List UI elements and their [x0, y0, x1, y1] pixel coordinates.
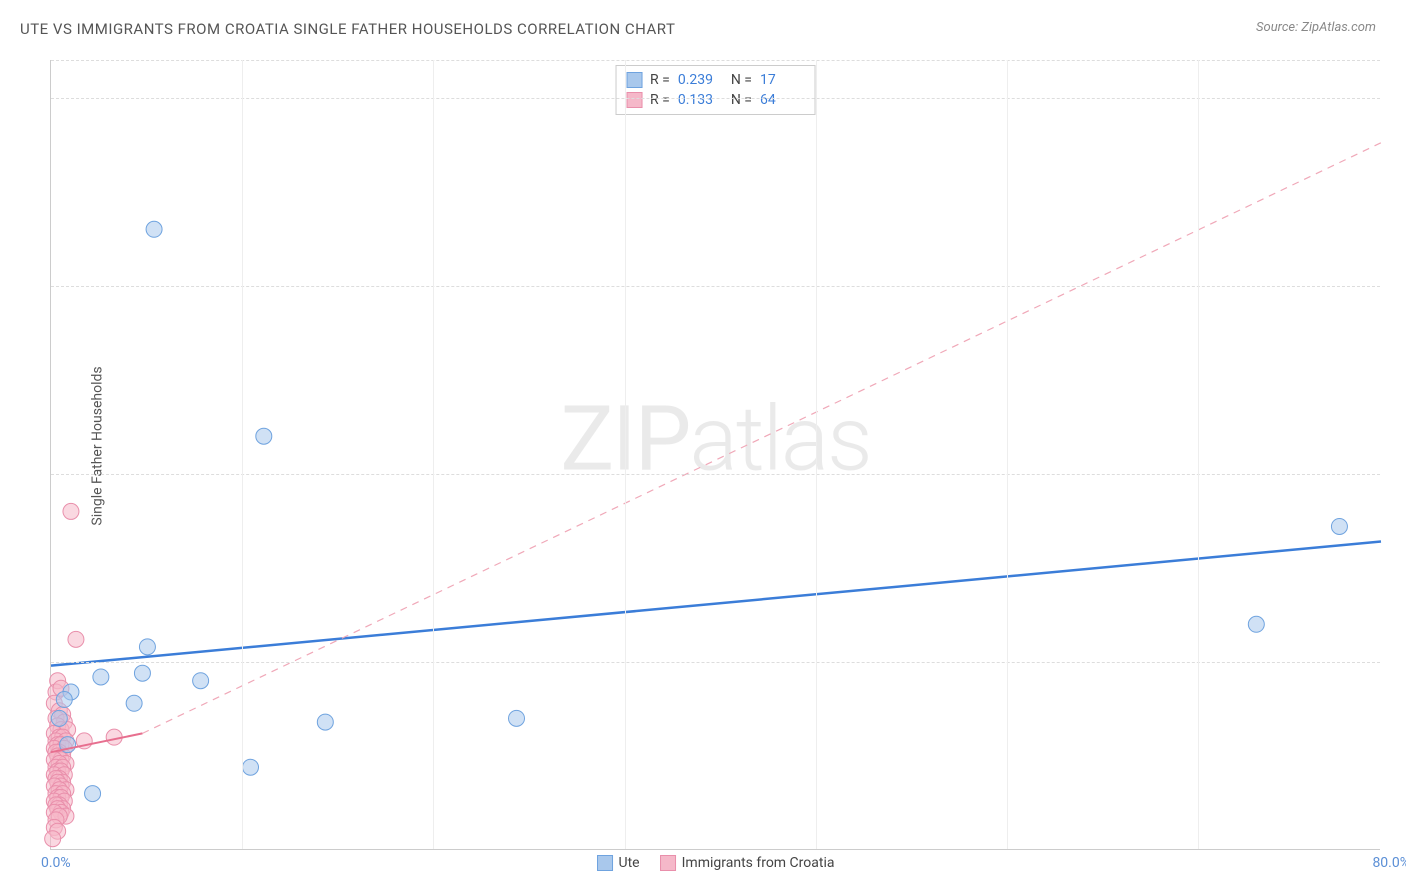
grid-line-v: [242, 60, 243, 849]
legend-row-croatia: R = 0.133 N = 64: [626, 90, 805, 110]
swatch-ute-icon: [597, 855, 613, 871]
grid-line-h: [51, 662, 1380, 663]
plot-area: ZIPatlas R = 0.239 N = 17 R = 0.133 N = …: [50, 60, 1380, 850]
scatter-svg: [51, 60, 1380, 849]
grid-line-v: [625, 60, 626, 849]
r-value-ute: 0.239: [678, 72, 723, 88]
series-legend: Ute Immigrants from Croatia: [597, 855, 835, 871]
n-label: N =: [731, 92, 752, 108]
grid-line-v: [1198, 60, 1199, 849]
swatch-croatia: [626, 92, 642, 108]
r-label: R =: [650, 92, 670, 108]
x-tick-0: 0.0%: [41, 855, 71, 871]
n-label: N =: [731, 72, 752, 88]
legend-row-ute: R = 0.239 N = 17: [626, 70, 805, 90]
grid-line-h: [51, 60, 1380, 61]
legend-item-ute: Ute: [597, 855, 640, 871]
swatch-croatia-icon: [660, 855, 676, 871]
correlation-legend: R = 0.239 N = 17 R = 0.133 N = 64: [615, 65, 816, 115]
legend-item-croatia: Immigrants from Croatia: [660, 855, 835, 871]
legend-label-croatia: Immigrants from Croatia: [682, 855, 835, 871]
grid-line-v: [433, 60, 434, 849]
n-value-ute: 17: [760, 72, 805, 88]
r-label: R =: [650, 72, 670, 88]
grid-line-v: [816, 60, 817, 849]
legend-label-ute: Ute: [619, 855, 640, 871]
chart-title: UTE VS IMMIGRANTS FROM CROATIA SINGLE FA…: [20, 20, 675, 38]
n-value-croatia: 64: [760, 92, 805, 108]
grid-line-h: [51, 286, 1380, 287]
chart-container: UTE VS IMMIGRANTS FROM CROATIA SINGLE FA…: [0, 0, 1406, 892]
source-attribution: Source: ZipAtlas.com: [1256, 20, 1376, 35]
grid-line-h: [51, 98, 1380, 99]
x-tick-80: 80.0%: [1372, 855, 1406, 871]
grid-line-v: [1007, 60, 1008, 849]
grid-line-h: [51, 474, 1380, 475]
swatch-ute: [626, 72, 642, 88]
r-value-croatia: 0.133: [678, 92, 723, 108]
